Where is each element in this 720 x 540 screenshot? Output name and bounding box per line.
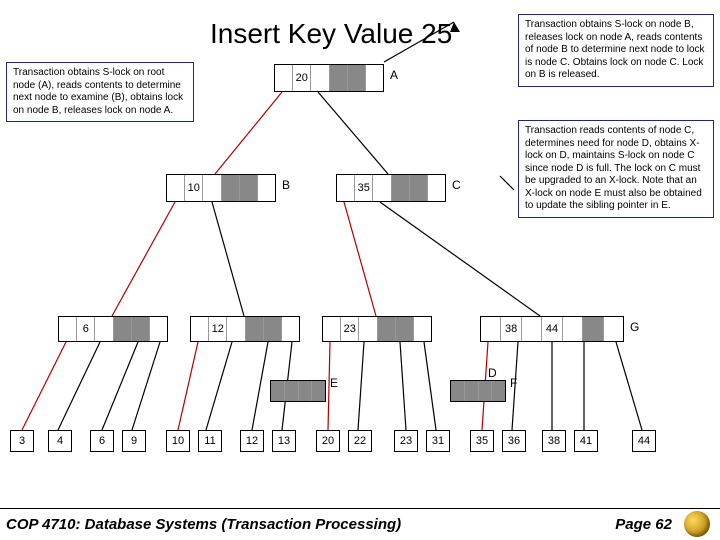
btree-slot: 12 <box>209 317 227 341</box>
btree-slot <box>604 317 623 341</box>
btree-node-label-A: A <box>390 68 398 82</box>
btree-slot: 38 <box>501 317 521 341</box>
btree-leaf: 31 <box>426 430 450 452</box>
btree-slot <box>312 381 325 401</box>
btree-slot <box>396 317 414 341</box>
btree-slot <box>114 317 132 341</box>
btree-node-E <box>270 380 326 402</box>
btree-slot <box>167 175 185 201</box>
btree-slot <box>337 175 355 201</box>
btree-slot <box>323 317 341 341</box>
btree-node-label-C: C <box>452 178 461 192</box>
btree-slot <box>583 317 603 341</box>
logo-orb <box>684 511 710 537</box>
btree-slot <box>359 317 377 341</box>
btree-node-G: 38 44 <box>480 316 624 342</box>
btree-slot <box>258 175 275 201</box>
btree-slot <box>481 317 501 341</box>
btree-slot: 20 <box>293 65 311 91</box>
footer-right: Page 62 <box>615 516 672 533</box>
btree-node-label-B: B <box>282 178 290 192</box>
slide-title: Insert Key Value 25 <box>210 18 452 50</box>
btree-slot <box>285 381 299 401</box>
btree-slot <box>492 381 505 401</box>
annotation-box-a: Transaction obtains S-lock on root node … <box>6 62 194 122</box>
btree-slot <box>348 65 366 91</box>
btree-slot <box>132 317 150 341</box>
btree-slot <box>414 317 431 341</box>
btree-node-label-D: D <box>488 366 497 380</box>
btree-leaf: 6 <box>90 430 114 452</box>
btree-slot <box>366 65 383 91</box>
btree-node-L6: 6 <box>58 316 168 342</box>
btree-slot: 6 <box>77 317 95 341</box>
btree-slot <box>378 317 396 341</box>
btree-node-B: 10 <box>166 174 276 202</box>
annotation-box-c: Transaction reads contents of node C, de… <box>518 120 714 218</box>
btree-leaf: 22 <box>348 430 372 452</box>
btree-node-F <box>450 380 506 402</box>
footer-left: COP 4710: Database Systems (Transaction … <box>6 516 401 533</box>
btree-node-label-G: G <box>630 320 639 334</box>
btree-leaf: 23 <box>394 430 418 452</box>
btree-leaf: 20 <box>316 430 340 452</box>
btree-node-L12: 12 <box>190 316 300 342</box>
btree-leaf: 3 <box>10 430 34 452</box>
btree-node-A: 20 <box>274 64 384 92</box>
btree-leaf: 13 <box>272 430 296 452</box>
btree-slot <box>563 317 583 341</box>
btree-leaf: 36 <box>502 430 526 452</box>
btree-slot <box>311 65 329 91</box>
btree-slot <box>191 317 209 341</box>
btree-leaf: 38 <box>542 430 566 452</box>
btree-slot <box>465 381 479 401</box>
btree-slot <box>479 381 493 401</box>
btree-node-label-F: F <box>510 376 517 390</box>
btree-leaf: 10 <box>166 430 190 452</box>
btree-slot <box>264 317 282 341</box>
btree-slot <box>203 175 221 201</box>
btree-slot <box>330 65 348 91</box>
btree-leaf: 35 <box>470 430 494 452</box>
btree-slot <box>373 175 391 201</box>
btree-slot <box>410 175 428 201</box>
btree-slot <box>451 381 465 401</box>
btree-slot: 44 <box>542 317 562 341</box>
btree-slot <box>227 317 245 341</box>
btree-slot <box>246 317 264 341</box>
btree-slot <box>271 381 285 401</box>
btree-slot <box>59 317 77 341</box>
btree-leaf: 9 <box>122 430 146 452</box>
btree-slot: 23 <box>341 317 359 341</box>
btree-node-C: 35 <box>336 174 446 202</box>
btree-slot <box>428 175 445 201</box>
btree-node-D: 23 <box>322 316 432 342</box>
btree-slot <box>150 317 167 341</box>
btree-slot <box>522 317 542 341</box>
btree-slot <box>282 317 299 341</box>
btree-slot <box>222 175 240 201</box>
btree-leaf: 44 <box>632 430 656 452</box>
btree-slot <box>95 317 113 341</box>
btree-slot <box>392 175 410 201</box>
btree-leaf: 12 <box>240 430 264 452</box>
btree-leaf: 4 <box>48 430 72 452</box>
btree-slot <box>240 175 258 201</box>
annotation-box-b: Transaction obtains S-lock on node B, re… <box>518 14 714 87</box>
btree-slot: 10 <box>185 175 203 201</box>
btree-leaf: 11 <box>198 430 222 452</box>
slide-footer: COP 4710: Database Systems (Transaction … <box>0 508 720 540</box>
btree-slot <box>299 381 313 401</box>
btree-leaf: 41 <box>574 430 598 452</box>
btree-node-label-E: E <box>330 376 338 390</box>
btree-slot <box>275 65 293 91</box>
btree-slot: 35 <box>355 175 373 201</box>
